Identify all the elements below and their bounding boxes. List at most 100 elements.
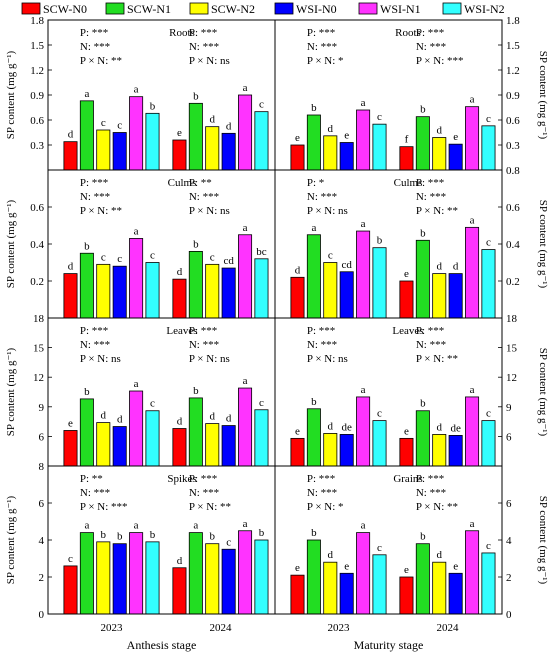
stat-line: N: *** bbox=[416, 191, 446, 203]
bar-label: a bbox=[84, 520, 89, 532]
y-tick-label: 0.9 bbox=[30, 90, 44, 102]
bar-label: d bbox=[295, 264, 301, 276]
bar-label: d bbox=[328, 123, 334, 135]
stat-line: P: *** bbox=[80, 177, 108, 189]
bar bbox=[112, 132, 127, 171]
bar bbox=[96, 129, 111, 171]
stat-line: P × N: ** bbox=[416, 501, 458, 513]
panel-spikes-anthesis: 0 2 4 6 8 Spikes P: ** N: *** P × N: *** P: *** N:… bbox=[39, 461, 269, 621]
bar bbox=[306, 114, 321, 171]
bar-label: c bbox=[486, 408, 491, 420]
y-axis-label: SP content (mg g⁻¹) bbox=[5, 50, 17, 139]
y-tick-label: 6 bbox=[506, 431, 512, 443]
bar bbox=[323, 262, 338, 319]
panel-title: Roots bbox=[395, 27, 421, 39]
bar bbox=[399, 146, 414, 171]
bar bbox=[356, 109, 371, 171]
bar bbox=[415, 543, 430, 615]
bar-label: b bbox=[150, 100, 156, 112]
stat-line: N: *** bbox=[307, 41, 337, 53]
stat-line: N: *** bbox=[416, 339, 446, 351]
figure-frame: SP content (mg g⁻¹) SP content (mg g⁻¹) SP… bbox=[5, 19, 549, 615]
stat-line: P: *** bbox=[80, 27, 108, 39]
legend: SCW-N0 SCW-N1 SCW-N2 WSI-N0 WSI-N1 WSI-N2 bbox=[21, 2, 505, 16]
y-tick-label: 1.8 bbox=[30, 15, 44, 27]
x-tick-label: 2024 bbox=[436, 622, 459, 634]
bar bbox=[112, 426, 127, 467]
bar-label: e bbox=[453, 131, 458, 143]
bar-label: b bbox=[311, 527, 317, 539]
bar bbox=[145, 262, 160, 319]
y-axis-label: SP content (mg g⁻¹) bbox=[5, 495, 17, 584]
x-axis-labels: 2023 2024 2023 2024 Anthesis stage Maturity s… bbox=[100, 622, 458, 652]
y-tick-label: 0.9 bbox=[506, 90, 520, 102]
legend-entry: SCW-N0 bbox=[21, 2, 87, 16]
y-tick-label: 6 bbox=[506, 498, 512, 510]
stat-line: P: *** bbox=[416, 473, 444, 485]
bar-label: a bbox=[470, 214, 475, 226]
bar bbox=[172, 139, 187, 171]
bar-label: a bbox=[134, 378, 139, 390]
bar bbox=[415, 410, 430, 467]
y-tick-label: 0.3 bbox=[506, 140, 520, 152]
legend-label: SCW-N0 bbox=[43, 2, 87, 16]
bar bbox=[356, 396, 371, 467]
bar bbox=[112, 265, 127, 319]
panel-title: Grains bbox=[393, 473, 422, 485]
bar-label: c bbox=[486, 113, 491, 125]
bar bbox=[290, 144, 305, 171]
bar bbox=[129, 390, 144, 467]
bar bbox=[432, 561, 447, 615]
stat-line: P: ** bbox=[80, 473, 103, 485]
stat-line: N: *** bbox=[80, 41, 110, 53]
bar-label: d bbox=[437, 549, 443, 561]
bar-label: e bbox=[344, 130, 349, 142]
bar-label: cd bbox=[341, 259, 352, 271]
legend-entry: SCW-N2 bbox=[189, 2, 255, 16]
y-tick-label: 0.6 bbox=[506, 202, 520, 214]
bar bbox=[399, 576, 414, 615]
panel-title: Culms bbox=[168, 177, 197, 189]
y-tick-label: 0.6 bbox=[506, 115, 520, 127]
bar bbox=[415, 116, 430, 171]
stat-line: P × N: * bbox=[307, 55, 344, 67]
bar-label: a bbox=[134, 84, 139, 96]
y-axis-label: SP content (mg g⁻¹) bbox=[5, 199, 17, 288]
stat-line: N: *** bbox=[189, 487, 219, 499]
y-tick-label: 0.2 bbox=[30, 276, 44, 288]
stat-line: P: *** bbox=[307, 325, 335, 337]
bar bbox=[63, 430, 78, 467]
y-tick-label: 9 bbox=[506, 402, 512, 414]
stat-line: P × N: ** bbox=[80, 205, 122, 217]
bar bbox=[129, 532, 144, 615]
bar-label: f bbox=[405, 134, 409, 146]
stat-line: P: *** bbox=[416, 325, 444, 337]
y-tick-label: 0.8 bbox=[506, 165, 520, 177]
bar bbox=[96, 422, 111, 467]
legend-label: WSI-N1 bbox=[380, 2, 421, 16]
bar-label: a bbox=[470, 518, 475, 530]
bar bbox=[481, 249, 496, 319]
bar bbox=[323, 433, 338, 467]
legend-swatch bbox=[105, 2, 125, 15]
bar bbox=[481, 125, 496, 171]
stage-label: Anthesis stage bbox=[127, 638, 197, 652]
y-tick-label: 0.4 bbox=[506, 239, 520, 251]
stat-line: N: *** bbox=[80, 191, 110, 203]
y-tick-label: 0.2 bbox=[506, 276, 520, 288]
legend-label: SCW-N2 bbox=[211, 2, 255, 16]
bar bbox=[372, 554, 387, 615]
bar-label: c bbox=[377, 111, 382, 123]
x-tick-label: 2024 bbox=[209, 622, 232, 634]
bar-label: b bbox=[377, 235, 383, 247]
y-tick-label: 1.5 bbox=[30, 40, 44, 52]
y-axis-label: SP content (mg g⁻¹) bbox=[537, 51, 549, 140]
bar bbox=[481, 420, 496, 467]
bar-label: e bbox=[295, 562, 300, 574]
stat-line: P: *** bbox=[416, 177, 444, 189]
bar-label: d bbox=[437, 125, 443, 137]
bar-label: c bbox=[328, 250, 333, 262]
bar bbox=[254, 111, 269, 171]
